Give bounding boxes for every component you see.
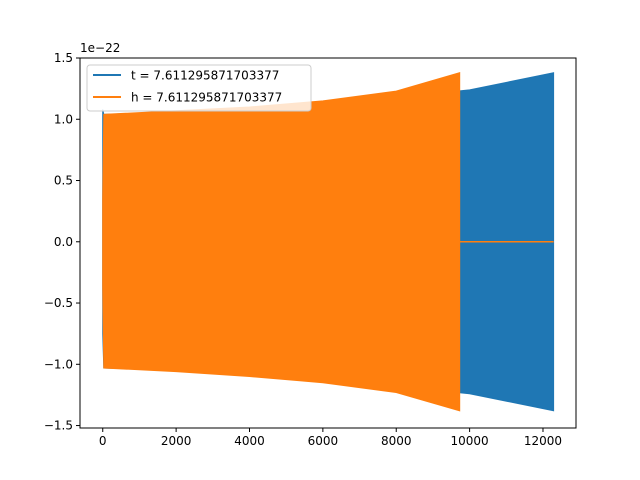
legend: t = 7.611295871703377 h = 7.6112958717033… xyxy=(86,64,312,112)
x-tick-label: 12000 xyxy=(524,434,562,448)
y-tick-label: −0.5 xyxy=(44,296,73,310)
axes-frame xyxy=(79,57,577,429)
plot-area xyxy=(102,72,555,412)
legend-label-2: h = 7.611295871703377 xyxy=(131,91,282,105)
axes: 0 2000 4000 6000 8000 10000 12000 −1.5 −1.0 −0.5 0… xyxy=(44,51,577,448)
y-tick-label: 0.5 xyxy=(54,174,73,188)
legend-label-1: t = 7.611295871703377 xyxy=(131,69,279,83)
y-tick-label: 1.5 xyxy=(54,51,73,65)
x-tick-label: 10000 xyxy=(451,434,489,448)
x-tick-label: 6000 xyxy=(308,434,339,448)
y-tick-label: −1.0 xyxy=(44,357,73,371)
x-tick-label: 0 xyxy=(99,434,107,448)
y-tick-label: −1.5 xyxy=(44,419,73,433)
y-tick-label: 1.0 xyxy=(54,112,73,126)
x-tick-label: 4000 xyxy=(234,434,265,448)
series-2-envelope xyxy=(102,72,461,412)
y-tick-label: 0.0 xyxy=(54,235,73,249)
x-tick-label: 8000 xyxy=(381,434,412,448)
y-axis-scale-label: 1e−22 xyxy=(80,41,120,55)
x-tick-label: 2000 xyxy=(161,434,192,448)
legend-box xyxy=(86,64,312,112)
